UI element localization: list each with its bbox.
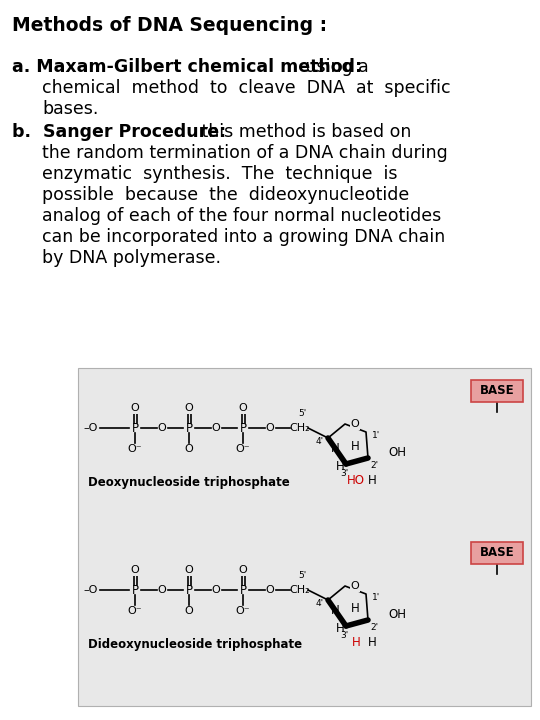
Text: O: O: [350, 581, 360, 591]
Text: P: P: [240, 421, 246, 434]
Text: O: O: [131, 403, 139, 413]
Text: Methods of DNA Sequencing :: Methods of DNA Sequencing :: [12, 16, 327, 35]
Text: O: O: [266, 423, 274, 433]
Text: O: O: [185, 565, 193, 575]
Text: H: H: [368, 474, 376, 487]
Text: –O: –O: [84, 585, 98, 595]
Text: H: H: [330, 603, 339, 616]
Text: O: O: [266, 585, 274, 595]
FancyBboxPatch shape: [471, 380, 523, 402]
Text: H: H: [352, 636, 360, 649]
Text: O⁻: O⁻: [235, 606, 251, 616]
Text: CH₂: CH₂: [289, 585, 310, 595]
Text: OH: OH: [388, 446, 406, 459]
Text: 4': 4': [316, 438, 324, 446]
Text: chemical  method  to  cleave  DNA  at  specific: chemical method to cleave DNA at specifi…: [42, 79, 450, 97]
Text: O⁻: O⁻: [127, 606, 143, 616]
Text: 5': 5': [298, 410, 306, 418]
Text: O: O: [212, 585, 220, 595]
Text: H: H: [336, 621, 345, 634]
Text: H: H: [330, 441, 339, 454]
Text: O: O: [185, 403, 193, 413]
Text: CH₂: CH₂: [289, 423, 310, 433]
Text: BASE: BASE: [480, 546, 514, 559]
Text: O: O: [239, 403, 247, 413]
Text: 1': 1': [372, 431, 380, 441]
FancyBboxPatch shape: [471, 542, 523, 564]
Text: analog of each of the four normal nucleotides: analog of each of the four normal nucleo…: [42, 207, 441, 225]
Text: P: P: [186, 421, 192, 434]
Text: 3': 3': [340, 631, 348, 639]
Text: 2': 2': [370, 624, 378, 632]
Text: the random termination of a DNA chain during: the random termination of a DNA chain du…: [42, 144, 448, 162]
Text: P: P: [132, 421, 138, 434]
Text: Dideoxynucleoside triphosphate: Dideoxynucleoside triphosphate: [88, 638, 302, 651]
Text: –O: –O: [84, 423, 98, 433]
Text: enzymatic  synthesis.  The  technique  is: enzymatic synthesis. The technique is: [42, 165, 397, 183]
Text: O: O: [158, 585, 166, 595]
Text: P: P: [186, 583, 192, 596]
Text: BASE: BASE: [480, 384, 514, 397]
Text: can be incorporated into a growing DNA chain: can be incorporated into a growing DNA c…: [42, 228, 446, 246]
Text: by DNA polymerase.: by DNA polymerase.: [42, 249, 221, 267]
Text: P: P: [240, 583, 246, 596]
Text: 2': 2': [370, 462, 378, 470]
Text: Deoxynucleoside triphosphate: Deoxynucleoside triphosphate: [88, 476, 290, 489]
Text: 5': 5': [298, 572, 306, 580]
Text: OH: OH: [388, 608, 406, 621]
Text: O: O: [158, 423, 166, 433]
Text: using a: using a: [300, 58, 369, 76]
FancyBboxPatch shape: [78, 368, 531, 706]
Text: H: H: [350, 603, 360, 616]
Text: 3': 3': [340, 469, 348, 477]
Text: 1': 1': [372, 593, 380, 603]
Text: H: H: [368, 636, 376, 649]
Text: P: P: [132, 583, 138, 596]
Text: O: O: [350, 419, 360, 429]
Text: HO: HO: [347, 474, 365, 487]
Text: O: O: [212, 423, 220, 433]
Text: 4': 4': [316, 600, 324, 608]
Text: this method is based on: this method is based on: [196, 123, 411, 141]
Text: O: O: [131, 565, 139, 575]
Text: a. Maxam-Gilbert chemical method:: a. Maxam-Gilbert chemical method:: [12, 58, 362, 76]
Text: O: O: [185, 606, 193, 616]
Text: possible  because  the  dideoxynucleotide: possible because the dideoxynucleotide: [42, 186, 409, 204]
Text: O⁻: O⁻: [127, 444, 143, 454]
Text: b.  Sanger Procedure:: b. Sanger Procedure:: [12, 123, 226, 141]
Text: O: O: [239, 565, 247, 575]
Text: bases.: bases.: [42, 100, 98, 118]
Text: O⁻: O⁻: [235, 444, 251, 454]
Text: H: H: [336, 459, 345, 472]
Text: H: H: [350, 441, 360, 454]
Text: O: O: [185, 444, 193, 454]
